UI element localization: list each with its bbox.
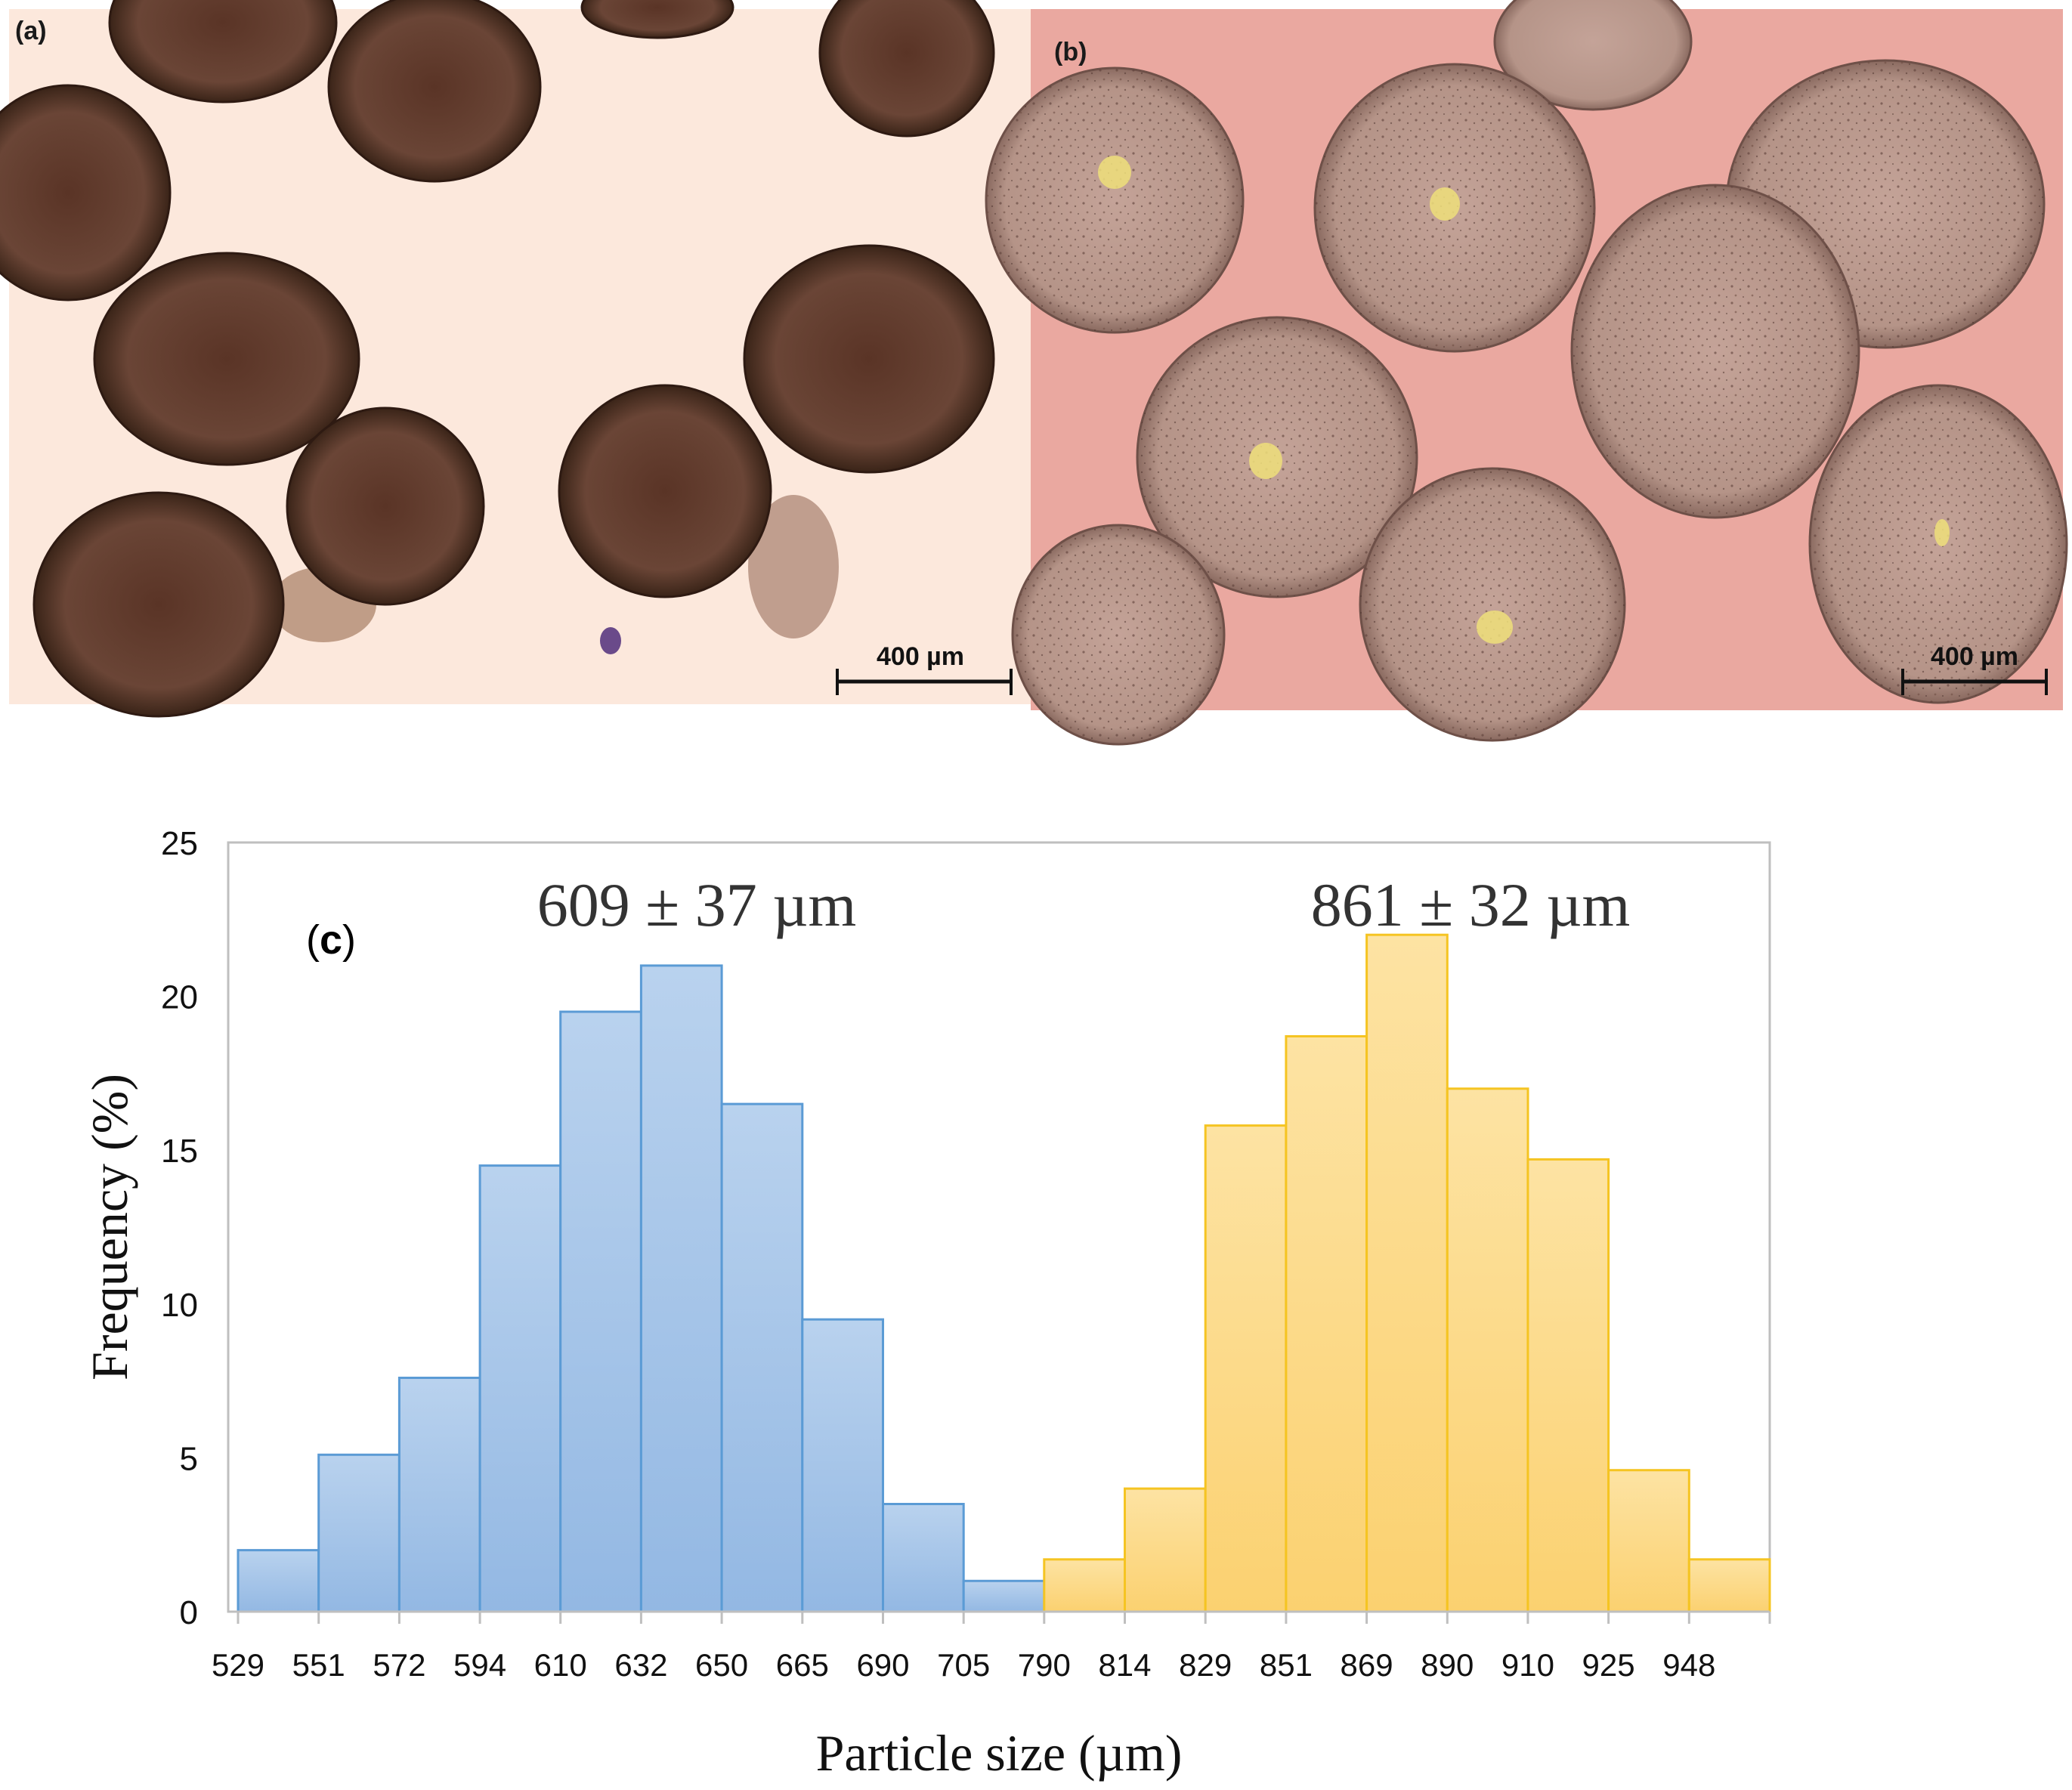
bar-blue-705: [962, 1579, 1046, 1613]
x-axis-title: Particle size (µm): [816, 1724, 1183, 1782]
x-axis-ticks: 529 551 572 594 610 632 650 665 690 705 790 814 829 8…: [212, 1612, 1771, 1683]
x-tick-label: 572: [373, 1647, 425, 1683]
x-tick-label: 948: [1662, 1647, 1715, 1683]
bar-yellow-851: [1285, 1035, 1368, 1613]
bar-blue-529: [237, 1549, 320, 1613]
x-tick-label: 594: [453, 1647, 506, 1683]
y-tick-label: 25: [161, 825, 198, 862]
bar-blue-594: [478, 1164, 562, 1613]
panel-a-label-text: (a): [15, 17, 47, 45]
bar-yellow-829: [1204, 1124, 1288, 1613]
y-tick-label: 20: [161, 979, 198, 1016]
y-axis-ticks: 0 5 10 15 20 25: [161, 825, 198, 1631]
bar-yellow-790: [1043, 1558, 1127, 1613]
x-tick-label: 890: [1421, 1647, 1474, 1683]
x-tick-label: 690: [856, 1647, 909, 1683]
bars: [237, 933, 1771, 1613]
bar-blue-572: [397, 1377, 481, 1613]
panel-b-label-text: (b): [1054, 38, 1087, 66]
bar-blue-650: [720, 1102, 804, 1613]
dark-particles: [0, 0, 995, 718]
x-tick-label: 829: [1179, 1647, 1232, 1683]
panel-a-scale-bar-text: 400 µm: [877, 642, 964, 671]
x-tick-label: 650: [695, 1647, 748, 1683]
y-axis-title: Frequency (%): [81, 1074, 138, 1380]
bar-blue-690: [882, 1503, 965, 1613]
x-tick-label: 705: [937, 1647, 990, 1683]
y-tick-label: 5: [180, 1440, 198, 1477]
light-particles: [985, 0, 2068, 746]
x-tick-label: 869: [1341, 1647, 1393, 1683]
y-tick-label: 0: [180, 1594, 198, 1631]
panel-b-scale-bar-text: 400 µm: [1931, 642, 2018, 671]
micrograph-panel-b: (b) 400 µm: [985, 0, 2068, 746]
bar-blue-610: [559, 1010, 642, 1613]
panel-a-scale-bar: 400 µm: [836, 642, 1013, 695]
panel-a-label: (a): [15, 17, 47, 45]
histogram-chart: 0 5 10 15 20 25 529 551 572 594 610 632 650 665 690 70…: [81, 825, 1771, 1782]
yellow-series-annotation: 861 ± 32 µm: [1311, 870, 1631, 939]
x-tick-label: 851: [1260, 1647, 1313, 1683]
y-tick-label: 10: [161, 1287, 198, 1324]
panel-b-scale-bar: 400 µm: [1901, 642, 2048, 695]
bar-blue-632: [639, 964, 723, 1613]
panel-b-label: (b): [1054, 38, 1087, 66]
bar-yellow-814: [1124, 1487, 1207, 1613]
bar-yellow-869: [1365, 933, 1449, 1613]
bar-blue-551: [317, 1453, 400, 1613]
x-tick-label: 551: [292, 1647, 345, 1683]
bar-blue-665: [801, 1318, 885, 1613]
x-tick-label: 814: [1098, 1647, 1151, 1683]
x-tick-label: 529: [212, 1647, 264, 1683]
x-tick-label: 665: [776, 1647, 829, 1683]
x-tick-label: 790: [1018, 1647, 1071, 1683]
bar-yellow-910: [1526, 1158, 1610, 1613]
blue-series-annotation: 609 ± 37 µm: [537, 870, 857, 939]
bar-yellow-890: [1446, 1087, 1529, 1613]
bar-yellow-925: [1607, 1469, 1690, 1613]
bar-yellow-948: [1687, 1558, 1771, 1613]
micrograph-panel-a: (a) 400 µm: [0, 0, 1031, 718]
x-tick-label: 610: [534, 1647, 587, 1683]
y-tick-label: 15: [161, 1133, 198, 1170]
panel-c-label: (c): [306, 917, 356, 963]
x-tick-label: 925: [1582, 1647, 1635, 1683]
x-tick-label: 910: [1501, 1647, 1554, 1683]
x-tick-label: 632: [614, 1647, 667, 1683]
